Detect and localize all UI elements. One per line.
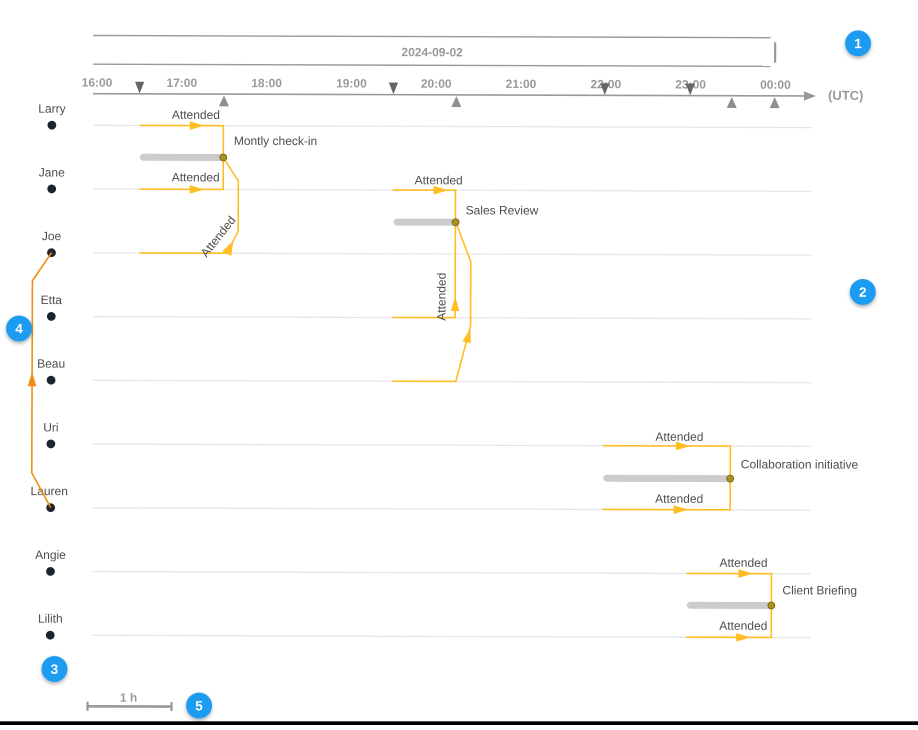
- svg-text:3: 3: [51, 662, 59, 677]
- svg-text:5: 5: [195, 698, 203, 713]
- svg-text:Client Briefing: Client Briefing: [782, 583, 857, 597]
- svg-text:16:00: 16:00: [82, 76, 113, 90]
- svg-text:Attended: Attended: [434, 273, 448, 321]
- svg-text:(UTC): (UTC): [828, 88, 863, 103]
- svg-text:18:00: 18:00: [251, 76, 282, 90]
- svg-text:Attended: Attended: [415, 173, 463, 187]
- svg-text:Attended: Attended: [655, 430, 703, 444]
- svg-text:Joe: Joe: [42, 229, 62, 243]
- svg-text:Etta: Etta: [41, 293, 63, 307]
- svg-text:Attended: Attended: [719, 556, 767, 570]
- svg-text:Collaboration initiative: Collaboration initiative: [741, 457, 859, 471]
- svg-text:2: 2: [859, 285, 867, 300]
- svg-text:17:00: 17:00: [166, 76, 197, 90]
- svg-text:2024-09-02: 2024-09-02: [401, 45, 463, 59]
- svg-text:Sales Review: Sales Review: [466, 203, 539, 217]
- svg-text:Attended: Attended: [655, 492, 703, 506]
- svg-text:4: 4: [15, 321, 23, 336]
- svg-text:21:00: 21:00: [506, 77, 537, 91]
- svg-text:Angie: Angie: [35, 548, 66, 562]
- svg-text:1 h: 1 h: [120, 691, 137, 705]
- svg-text:Beau: Beau: [37, 357, 65, 371]
- svg-text:Jane: Jane: [39, 165, 65, 179]
- svg-text:20:00: 20:00: [421, 77, 452, 91]
- svg-text:19:00: 19:00: [336, 76, 367, 90]
- svg-text:Lauren: Lauren: [31, 484, 68, 498]
- svg-text:Attended: Attended: [172, 170, 220, 184]
- svg-text:Attended: Attended: [172, 108, 220, 122]
- svg-text:Lilith: Lilith: [38, 612, 63, 626]
- svg-text:00:00: 00:00: [760, 78, 791, 92]
- svg-text:Attended: Attended: [719, 619, 767, 633]
- svg-text:Uri: Uri: [43, 420, 58, 434]
- svg-text:Montly check-in: Montly check-in: [234, 134, 317, 148]
- svg-text:Larry: Larry: [38, 102, 65, 116]
- svg-text:1: 1: [854, 36, 862, 51]
